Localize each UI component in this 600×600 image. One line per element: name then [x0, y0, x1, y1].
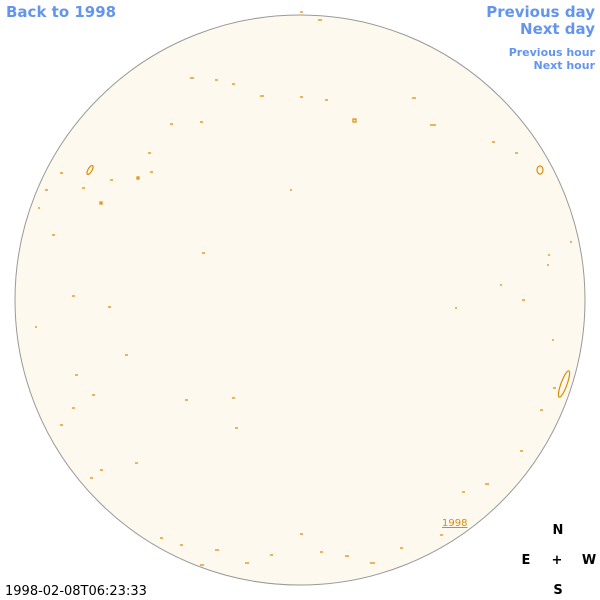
previous-day-link[interactable]: Previous day [486, 3, 595, 21]
next-day-link[interactable]: Next day [520, 20, 595, 38]
back-link[interactable]: Back to 1998 [6, 3, 116, 21]
timestamp: 1998-02-08T06:23:33 [5, 584, 147, 599]
previous-hour-link[interactable]: Previous hour [509, 46, 596, 59]
next-hour-link[interactable]: Next hour [534, 59, 596, 72]
compass-center: + [552, 553, 563, 568]
compass-east: E [522, 553, 531, 568]
features [35, 11, 572, 566]
compass-north: N [553, 523, 564, 538]
image-label[interactable]: 1998 [442, 518, 467, 529]
compass-west: W [582, 553, 596, 568]
compass-south: S [553, 583, 562, 598]
solar-disk [14, 14, 586, 586]
